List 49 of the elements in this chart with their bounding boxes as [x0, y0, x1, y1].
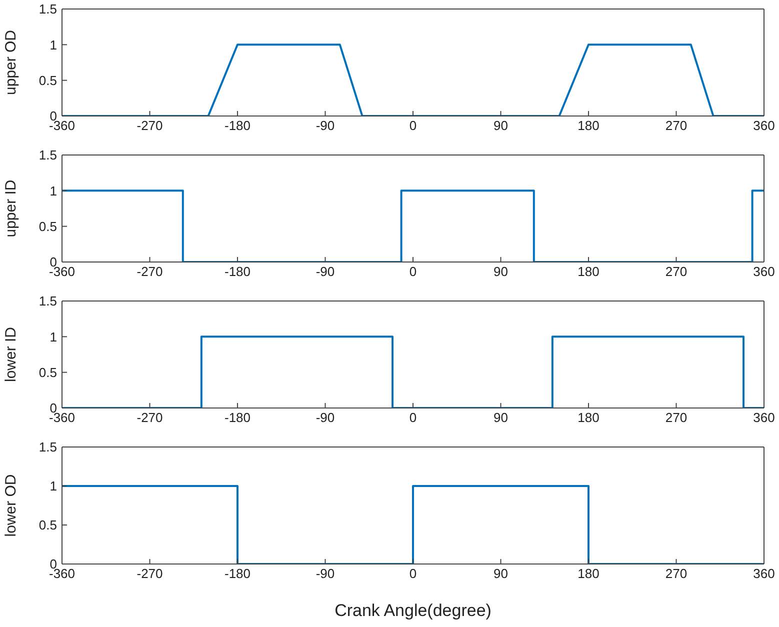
y-tick-label: 1.5 [38, 440, 57, 455]
x-tick-label: 270 [665, 118, 688, 134]
y-tick-label: 0.5 [38, 518, 57, 533]
x-tick-label: 180 [578, 264, 600, 280]
x-tick-label: 0 [409, 118, 417, 134]
y-tick-label: 1.5 [38, 294, 57, 309]
x-tick-label: 0 [409, 264, 417, 280]
x-tick-label: 90 [494, 264, 508, 280]
x-tick-label: 180 [578, 566, 600, 582]
x-tick-label: 270 [665, 410, 688, 426]
x-tick-label: -180 [224, 264, 251, 280]
x-tick-label: 180 [578, 410, 600, 426]
y-tick-label: 0.5 [38, 218, 57, 234]
y-tick-label: 1.5 [38, 148, 57, 163]
x-tick-label: -270 [136, 566, 163, 582]
x-tick-label: 90 [494, 118, 508, 134]
x-tick-label: -90 [316, 264, 335, 280]
x-tick-label: 0 [409, 566, 417, 582]
x-tick-label: 90 [494, 566, 508, 582]
x-tick-label: 270 [665, 566, 688, 582]
x-tick-label: 360 [753, 566, 775, 582]
y-axis-title: lower ID [2, 326, 20, 382]
y-tick-label: 1.5 [38, 2, 57, 17]
x-tick-label: -90 [316, 566, 335, 582]
x-tick-label: 90 [494, 410, 508, 426]
x-tick-label: -180 [224, 410, 251, 426]
y-axis-title: lower OD [2, 474, 20, 537]
y-tick-label: 1 [50, 37, 57, 52]
x-tick-label: 0 [409, 410, 417, 426]
x-tick-label: -180 [224, 118, 251, 134]
y-axis-title: upper ID [2, 180, 20, 238]
x-tick-label: 360 [753, 118, 775, 134]
x-tick-label: 180 [578, 118, 600, 134]
x-tick-label: -270 [136, 410, 163, 426]
y-tick-label: 1 [50, 478, 57, 494]
x-tick-label: 360 [753, 410, 775, 426]
y-axis-title: upper OD [2, 30, 20, 96]
y-tick-label: 0.5 [38, 364, 57, 380]
y-tick-label: 0.5 [38, 72, 57, 88]
x-tick-label: 270 [665, 264, 688, 280]
y-tick-label: 1 [50, 329, 57, 344]
x-tick-label: 360 [753, 264, 775, 280]
x-tick-label: -270 [136, 118, 163, 134]
x-tick-label: -90 [316, 118, 335, 134]
y-tick-label: 1 [50, 183, 57, 198]
x-tick-label: -270 [136, 264, 163, 280]
x-axis-title: Crank Angle(degree) [334, 601, 492, 620]
x-tick-label: -180 [224, 566, 251, 582]
x-tick-label: -90 [316, 410, 335, 426]
